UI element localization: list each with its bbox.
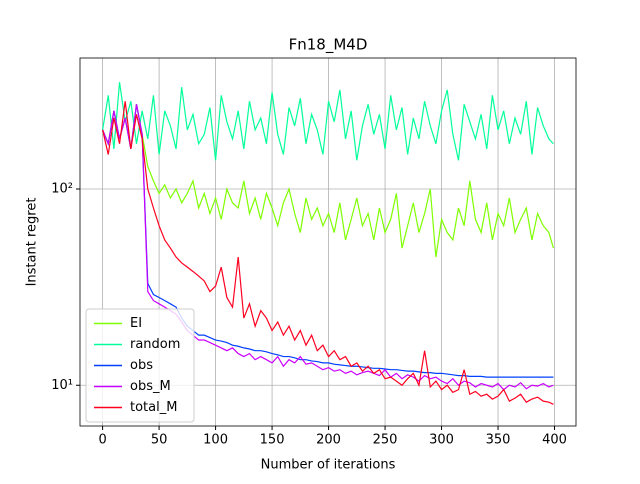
series-line	[102, 101, 554, 405]
x-tick-label: 50	[151, 433, 168, 448]
series-line	[102, 82, 554, 161]
x-tick-label: 0	[98, 433, 106, 448]
x-axis-label: Number of iterations	[261, 458, 396, 473]
x-tick-label: 400	[542, 433, 567, 448]
x-tick-label: 350	[486, 433, 511, 448]
x-tick-label: 150	[260, 433, 285, 448]
legend-label: obs_M	[130, 379, 171, 394]
axes-frame	[79, 57, 577, 427]
legend-box	[85, 308, 195, 423]
legend-label: EI	[130, 316, 142, 331]
x-tick-label: 200	[316, 433, 341, 448]
series-line	[102, 104, 554, 258]
ticks: 0 50 100 150 200 250 300 350 400 10¹ 10²	[51, 181, 567, 447]
y-tick-label: 10²	[51, 181, 73, 196]
legend: EI random obs obs_M total_M	[85, 308, 195, 423]
x-tick-label: 100	[203, 433, 228, 448]
x-tick-label: 300	[429, 433, 454, 448]
y-tick-label: 10¹	[51, 378, 73, 393]
chart-title: Fn18_M4D	[289, 36, 368, 55]
legend-label: random	[130, 337, 180, 352]
legend-label: obs	[130, 358, 153, 373]
legend-label: total_M	[130, 400, 177, 415]
grid	[80, 58, 576, 426]
x-tick-label: 250	[373, 433, 398, 448]
y-axis-label: Instant regret	[25, 198, 40, 287]
